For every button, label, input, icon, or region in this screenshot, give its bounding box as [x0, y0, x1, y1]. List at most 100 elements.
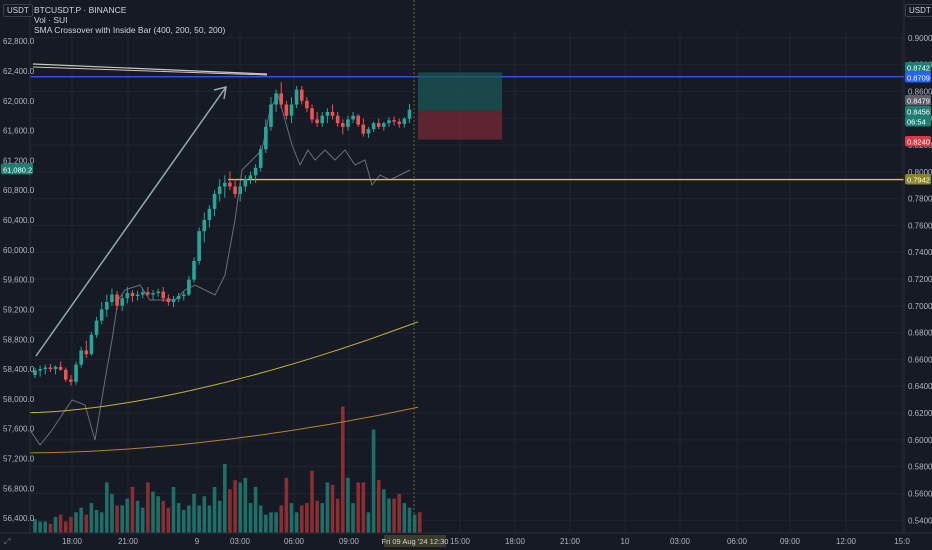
candle-body — [284, 104, 289, 116]
candle-body — [361, 124, 366, 134]
left-axis-tick: 58,800.0 — [3, 335, 35, 344]
candle-body — [110, 294, 114, 302]
right-axis-tick: 0.8000 — [908, 168, 932, 177]
candle-body — [238, 186, 242, 194]
candle-body — [382, 123, 386, 127]
position-stop-zone — [418, 110, 502, 140]
volume-bar — [207, 505, 212, 533]
volume-bar — [202, 496, 207, 533]
volume-bar — [310, 470, 314, 533]
volume-bar — [351, 503, 355, 533]
x-axis-tick: 09:00 — [339, 537, 360, 546]
candle-body — [320, 115, 325, 124]
right-axis-tick: 0.6000 — [908, 436, 932, 445]
volume-bar — [181, 510, 186, 533]
volume-bar — [33, 519, 37, 533]
left-axis-tick: 62,400.0 — [3, 67, 35, 76]
candle-body — [74, 364, 78, 382]
x-axis-tick: 03:00 — [670, 537, 691, 546]
candle-body — [233, 186, 237, 194]
left-axis-tick: 60,400.0 — [3, 216, 35, 225]
left-axis-tick: 60,800.0 — [3, 186, 35, 195]
volume-bar — [228, 489, 232, 533]
candle-body — [264, 126, 268, 150]
legend-volume[interactable]: Vol · SUI — [34, 15, 68, 25]
volume-bar — [146, 482, 150, 533]
volume-bar — [330, 484, 335, 533]
volume-bar — [99, 512, 104, 533]
trend-line-upper — [32, 63, 268, 75]
right-price-badge-yellow-line — [905, 174, 931, 185]
candle-body — [402, 118, 407, 124]
volume-bar — [289, 503, 294, 533]
volume-bar — [346, 477, 350, 533]
right-price-label-stop: 0.8240 — [907, 138, 930, 147]
right-price-label-countdown: 06:54 — [907, 118, 926, 127]
sui-price-line — [29, 93, 411, 446]
right-axis-tick: 0.5800 — [908, 463, 932, 472]
current-time-badge — [384, 535, 446, 547]
x-axis-tick: 18:00 — [505, 537, 526, 546]
candle-body — [341, 123, 345, 127]
candle-body — [181, 294, 186, 297]
right-price-label-blue-line: 0.8709 — [907, 74, 930, 83]
volume-bar — [217, 500, 222, 533]
volume-bar — [84, 514, 89, 533]
candle-body — [228, 182, 232, 187]
volume-bar — [269, 512, 273, 533]
x-axis-tick: 09:00 — [780, 537, 801, 546]
volume-bar — [299, 505, 304, 533]
left-axis-tick: 57,600.0 — [3, 425, 35, 434]
right-axis-tick: 0.6600 — [908, 355, 932, 364]
left-axis-tick: 61,200.0 — [3, 156, 35, 165]
volume-bar — [284, 477, 289, 533]
right-price-label-yellow-line: 0.7942 — [907, 176, 930, 185]
candle-body — [376, 123, 381, 127]
right-price-badge-countdown — [905, 116, 931, 127]
volume-bar — [341, 406, 345, 533]
right-axis-tick: 0.7200 — [908, 275, 932, 284]
left-axis-tick: 58,400.0 — [3, 365, 35, 374]
volume-bar — [63, 521, 68, 533]
candle-body — [48, 367, 53, 370]
candle-body — [146, 292, 150, 295]
volume-bar — [171, 487, 176, 533]
candle-body — [207, 208, 212, 221]
chart-legend: BTCUSDT.P · BINANCE Vol · SUI SMA Crosso… — [34, 5, 225, 35]
left-axis-tick: 57,200.0 — [3, 454, 35, 463]
volume-bar — [89, 503, 94, 533]
candle-body — [371, 123, 376, 130]
left-axis-tick: 59,200.0 — [3, 305, 35, 314]
x-axis-tick: 03:00 — [230, 537, 251, 546]
volume-bar — [397, 493, 402, 533]
volume-bar — [258, 505, 263, 533]
trend-line-lower — [32, 66, 268, 76]
candle-body — [269, 104, 273, 127]
candle-body — [330, 111, 335, 116]
volume-bar — [79, 507, 83, 533]
candle-body — [63, 369, 68, 380]
legend-symbol[interactable]: BTCUSDT.P · BINANCE — [34, 5, 127, 15]
candle-body — [387, 120, 391, 124]
trend-arrow-head — [213, 85, 227, 100]
volume-bar — [335, 498, 340, 533]
right-axis-tick: 0.6800 — [908, 329, 932, 338]
right-axis-tick: 0.6200 — [908, 409, 932, 418]
candle-body — [346, 119, 350, 127]
legend-indicator[interactable]: SMA Crossover with Inside Bar (400, 200,… — [34, 25, 226, 35]
left-axis-tick: 61,600.0 — [3, 127, 35, 136]
left-unit-label[interactable]: USDT — [3, 4, 33, 17]
right-price-badge-last — [905, 95, 931, 106]
volume-bar — [274, 512, 278, 533]
right-unit-label[interactable]: USDT — [905, 4, 932, 17]
candle-body — [130, 293, 135, 297]
right-axis-tick: 0.5400 — [908, 516, 932, 525]
volume-bar — [233, 480, 237, 533]
left-axis-tick: 62,000.0 — [3, 97, 35, 106]
candle-body — [135, 294, 140, 297]
x-axis-tick: 15:00 — [450, 537, 471, 546]
candle-body — [161, 291, 166, 299]
right-axis-tick: 0.9000 — [908, 34, 932, 43]
left-axis-tick: 62,800.0 — [3, 37, 35, 46]
